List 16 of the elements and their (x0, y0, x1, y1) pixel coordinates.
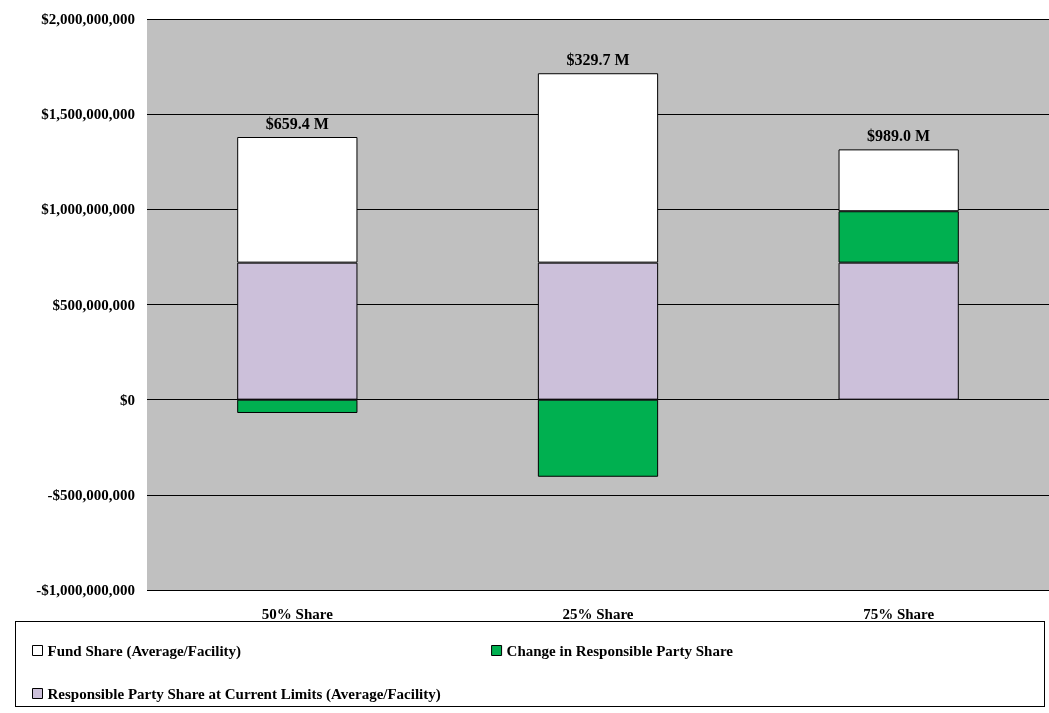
y-tick-label: $1,000,000,000 (41, 201, 135, 218)
y-tick-label: $2,000,000,000 (41, 11, 135, 27)
y-tick-label: -$500,000,000 (47, 486, 135, 503)
x-tick-label: 75% Share (863, 605, 935, 622)
y-tick-label: $1,500,000,000 (41, 106, 135, 123)
x-tick-label: 50% Share (261, 605, 334, 622)
y-tick-label: $500,000,000 (52, 296, 135, 313)
y-tick-label: $0 (120, 391, 135, 408)
x-tick-label: 25% Share (562, 605, 634, 622)
legend-label: Change in Responsible Party Share (506, 642, 734, 659)
annotation: $659.4 M (265, 114, 329, 132)
legend-label: Responsible Party Share at Current Limits (Average/Facility) (47, 685, 441, 703)
y-tick-label: -$1,000,000,000 (36, 582, 135, 598)
legend-label: Fund Share (Average/Facility) (47, 642, 242, 660)
annotation: $329.7 M (566, 50, 630, 68)
annotation: $989.0 M (867, 126, 931, 144)
